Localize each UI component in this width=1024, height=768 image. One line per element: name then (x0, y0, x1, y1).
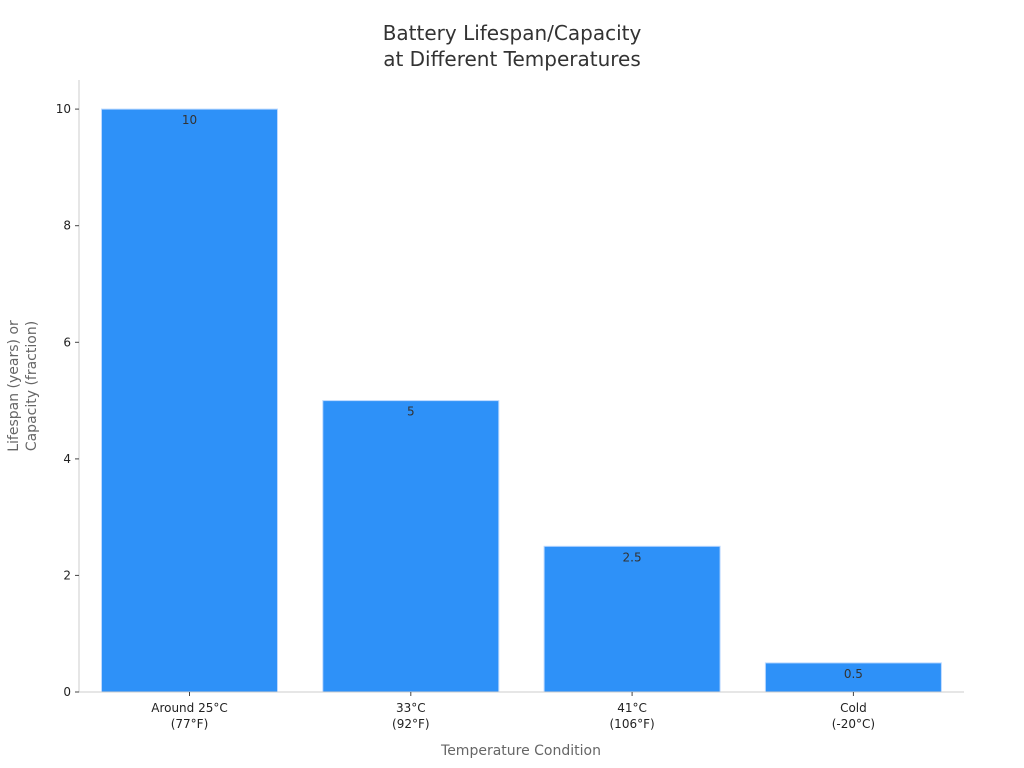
data-label-2: 2.5 (623, 550, 642, 564)
x-ticks-group: Around 25°C (77°F) 33°C (92°F) 41°C (106°F) Co… (151, 692, 875, 731)
x-tick-label-0-line-1: (77°F) (171, 717, 209, 731)
data-label-1: 5 (407, 405, 415, 419)
bar-3 (764, 662, 942, 693)
y-tick-label-2: 4 (63, 452, 71, 466)
x-tick-label-0-line-0: Around 25°C (151, 701, 228, 715)
x-tick-label-2-line-0: 41°C (617, 701, 647, 715)
x-axis-label: Temperature Condition (440, 743, 601, 759)
bar-1 (322, 400, 500, 693)
x-tick-label-1-line-0: 33°C (396, 701, 426, 715)
y-tick-label-0: 0 (63, 685, 71, 699)
chart-title-line-2: at Different Temperatures (383, 47, 641, 71)
y-tick-label-4: 8 (63, 219, 71, 233)
bars-group (101, 108, 942, 693)
y-tick-label-1: 2 (63, 568, 71, 582)
x-tick-label-2-line-1: (106°F) (610, 717, 655, 731)
y-axis-label-line-2: Capacity (fraction) (24, 321, 40, 451)
y-ticks-group: 0 2 4 6 8 10 (56, 102, 79, 699)
y-tick-label-5: 10 (56, 102, 71, 116)
x-tick-label-3-line-0: Cold (840, 701, 867, 715)
x-tick-label-1-line-1: (92°F) (392, 717, 430, 731)
data-labels-group: 10 5 2.5 0.5 (182, 113, 863, 681)
data-label-0: 10 (182, 113, 197, 127)
chart-title-line-1: Battery Lifespan/Capacity (383, 21, 642, 45)
bar-2 (543, 545, 721, 693)
y-tick-label-3: 6 (63, 335, 71, 349)
x-tick-label-3-line-1: (-20°C) (832, 717, 875, 731)
y-axis-label-line-1: Lifespan (years) or (6, 320, 22, 452)
y-axis-label: Lifespan (years) or Capacity (fraction) (6, 320, 40, 452)
bar-0 (101, 108, 278, 693)
data-label-3: 0.5 (844, 667, 863, 681)
